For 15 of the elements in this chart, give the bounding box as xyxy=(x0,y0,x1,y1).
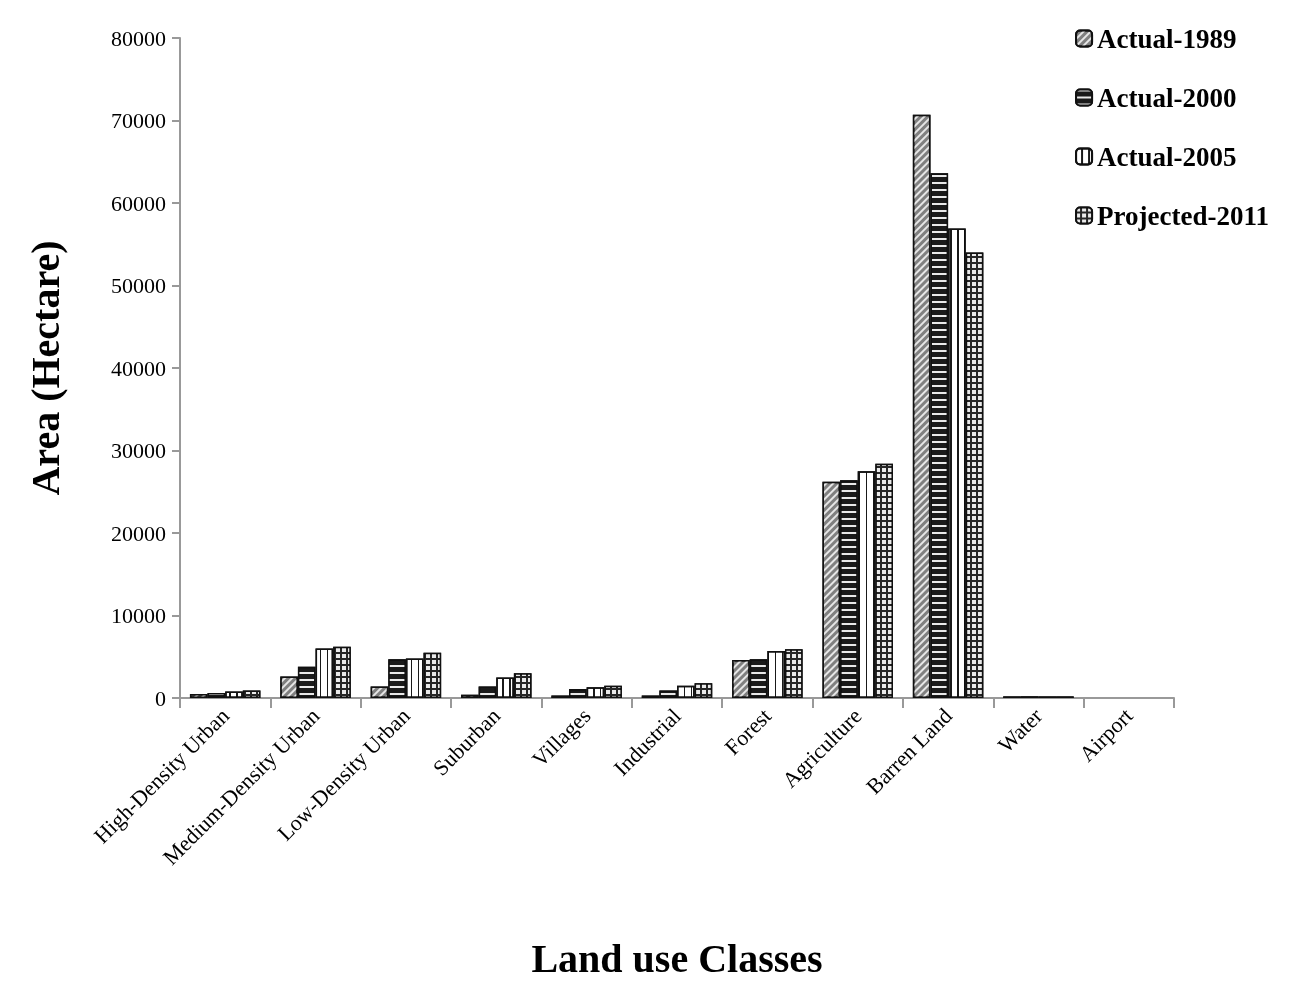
y-tick-label: 80000 xyxy=(111,25,166,51)
legend-label: Actual-2000 xyxy=(1097,82,1237,113)
y-tick-label: 40000 xyxy=(111,355,166,381)
legend-label: Actual-2005 xyxy=(1097,141,1237,172)
y-tick-label: 0 xyxy=(155,685,166,711)
y-tick-label: 60000 xyxy=(111,190,166,216)
y-tick-label: 70000 xyxy=(111,108,166,133)
x-axis-title: Land use Classes xyxy=(531,935,823,981)
y-tick-label: 20000 xyxy=(111,520,166,546)
legend-label: Actual-1989 xyxy=(1097,23,1237,54)
legend-label: Projected-2011 xyxy=(1097,200,1270,231)
y-tick-label: 50000 xyxy=(111,273,166,298)
y-axis-title: Area (Hectare) xyxy=(22,240,68,496)
y-tick-label: 30000 xyxy=(111,438,166,463)
y-tick-label: 10000 xyxy=(111,603,166,628)
